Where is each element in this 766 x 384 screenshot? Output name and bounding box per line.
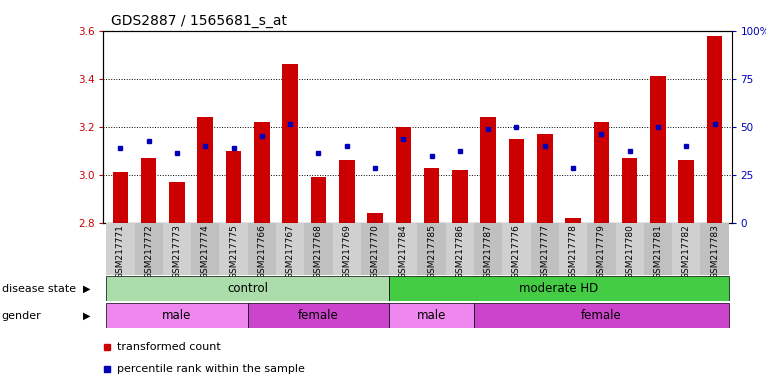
Text: ▶: ▶ [83,284,90,294]
Text: GSM217787: GSM217787 [483,224,493,279]
Text: GSM217781: GSM217781 [653,224,663,279]
Bar [198,117,213,223]
Bar [304,223,332,275]
Bar [588,223,616,275]
Bar [446,223,474,275]
Bar [339,161,355,223]
Text: GSM217772: GSM217772 [144,224,153,279]
Text: GSM217775: GSM217775 [229,224,238,279]
Text: percentile rank within the sample: percentile rank within the sample [117,364,305,374]
Bar [192,223,219,275]
Text: GSM217785: GSM217785 [427,224,436,279]
Bar [452,170,468,223]
Bar [480,117,496,223]
Text: GSM217771: GSM217771 [116,224,125,279]
Bar [106,276,389,301]
Bar [106,223,135,275]
Bar [616,223,643,275]
Bar [395,127,411,223]
Text: GSM217783: GSM217783 [710,224,719,279]
Text: GSM217782: GSM217782 [682,224,691,279]
Text: GSM217773: GSM217773 [172,224,182,279]
Text: GSM217767: GSM217767 [286,224,295,279]
Text: transformed count: transformed count [117,342,221,352]
Bar [361,223,389,275]
Bar [622,158,637,223]
Bar [707,36,722,223]
Bar [276,223,304,275]
Bar [565,218,581,223]
Bar [311,177,326,223]
Bar [226,151,241,223]
Text: GSM217784: GSM217784 [399,224,408,279]
Text: GSM217768: GSM217768 [314,224,323,279]
Bar [559,223,588,275]
Text: gender: gender [2,311,41,321]
Bar [106,303,247,328]
Bar [247,303,389,328]
Bar [531,223,559,275]
Bar [332,223,361,275]
Bar [417,223,446,275]
Text: GSM217776: GSM217776 [512,224,521,279]
Bar [113,172,128,223]
Bar [474,303,728,328]
Text: GSM217786: GSM217786 [456,224,464,279]
Bar [643,223,672,275]
Bar [141,158,156,223]
Text: GSM217770: GSM217770 [371,224,379,279]
Text: female: female [298,310,339,322]
Text: GSM217779: GSM217779 [597,224,606,279]
Text: GSM217769: GSM217769 [342,224,352,279]
Text: GDS2887 / 1565681_s_at: GDS2887 / 1565681_s_at [111,14,287,28]
Bar [254,122,270,223]
Text: ▶: ▶ [83,311,90,321]
Bar [219,223,247,275]
Bar [474,223,502,275]
Bar [367,213,383,223]
Bar [672,223,700,275]
Text: GSM217766: GSM217766 [257,224,267,279]
Bar [650,76,666,223]
Bar [389,223,417,275]
Bar [163,223,192,275]
Text: male: male [162,310,192,322]
Text: GSM217774: GSM217774 [201,224,210,279]
Bar [679,161,694,223]
Bar [594,122,609,223]
Text: control: control [228,283,268,295]
Text: disease state: disease state [2,284,76,294]
Bar [283,65,298,223]
Bar [424,167,440,223]
Bar [169,182,185,223]
Text: GSM217778: GSM217778 [568,224,578,279]
Bar [537,134,552,223]
Bar [502,223,531,275]
Text: moderate HD: moderate HD [519,283,598,295]
Bar [389,303,474,328]
Bar [509,139,524,223]
Text: female: female [581,310,622,322]
Text: male: male [417,310,447,322]
Bar [135,223,163,275]
Bar [247,223,276,275]
Bar [700,223,728,275]
Bar [389,276,728,301]
Text: GSM217777: GSM217777 [540,224,549,279]
Text: GSM217780: GSM217780 [625,224,634,279]
